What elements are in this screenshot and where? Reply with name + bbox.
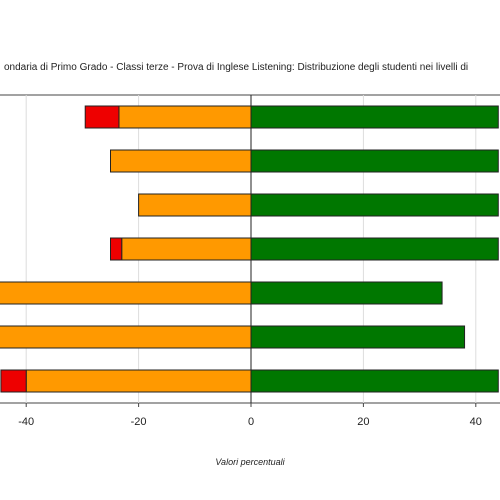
bar-green [250, 325, 466, 349]
bar-red [0, 369, 27, 393]
bar-orange [0, 325, 252, 349]
x-tick-label: 40 [470, 416, 482, 428]
chart-title-text: ondaria di Primo Grado - Classi terze - … [4, 62, 469, 73]
bar-orange [121, 237, 252, 261]
x-tick-label: 20 [357, 416, 369, 428]
bar-red [84, 105, 120, 129]
x-tick-label: -40 [18, 416, 34, 428]
x-tick-label: 0 [248, 416, 254, 428]
bar-green [250, 237, 499, 261]
chart-title: ondaria di Primo Grado - Classi terze - … [0, 62, 500, 78]
bar-green [250, 105, 499, 129]
bar-orange [0, 281, 252, 305]
bar-orange [110, 149, 252, 173]
bar-orange [138, 193, 252, 217]
x-axis-label: Valori percentuali [215, 457, 285, 467]
bar-green [250, 369, 499, 393]
bar-green [250, 193, 499, 217]
bar-red [110, 237, 123, 261]
x-tick-label: -20 [131, 416, 147, 428]
bar-orange [25, 369, 252, 393]
bar-green [250, 149, 499, 173]
bar-green [250, 281, 443, 305]
bar-orange [118, 105, 252, 129]
